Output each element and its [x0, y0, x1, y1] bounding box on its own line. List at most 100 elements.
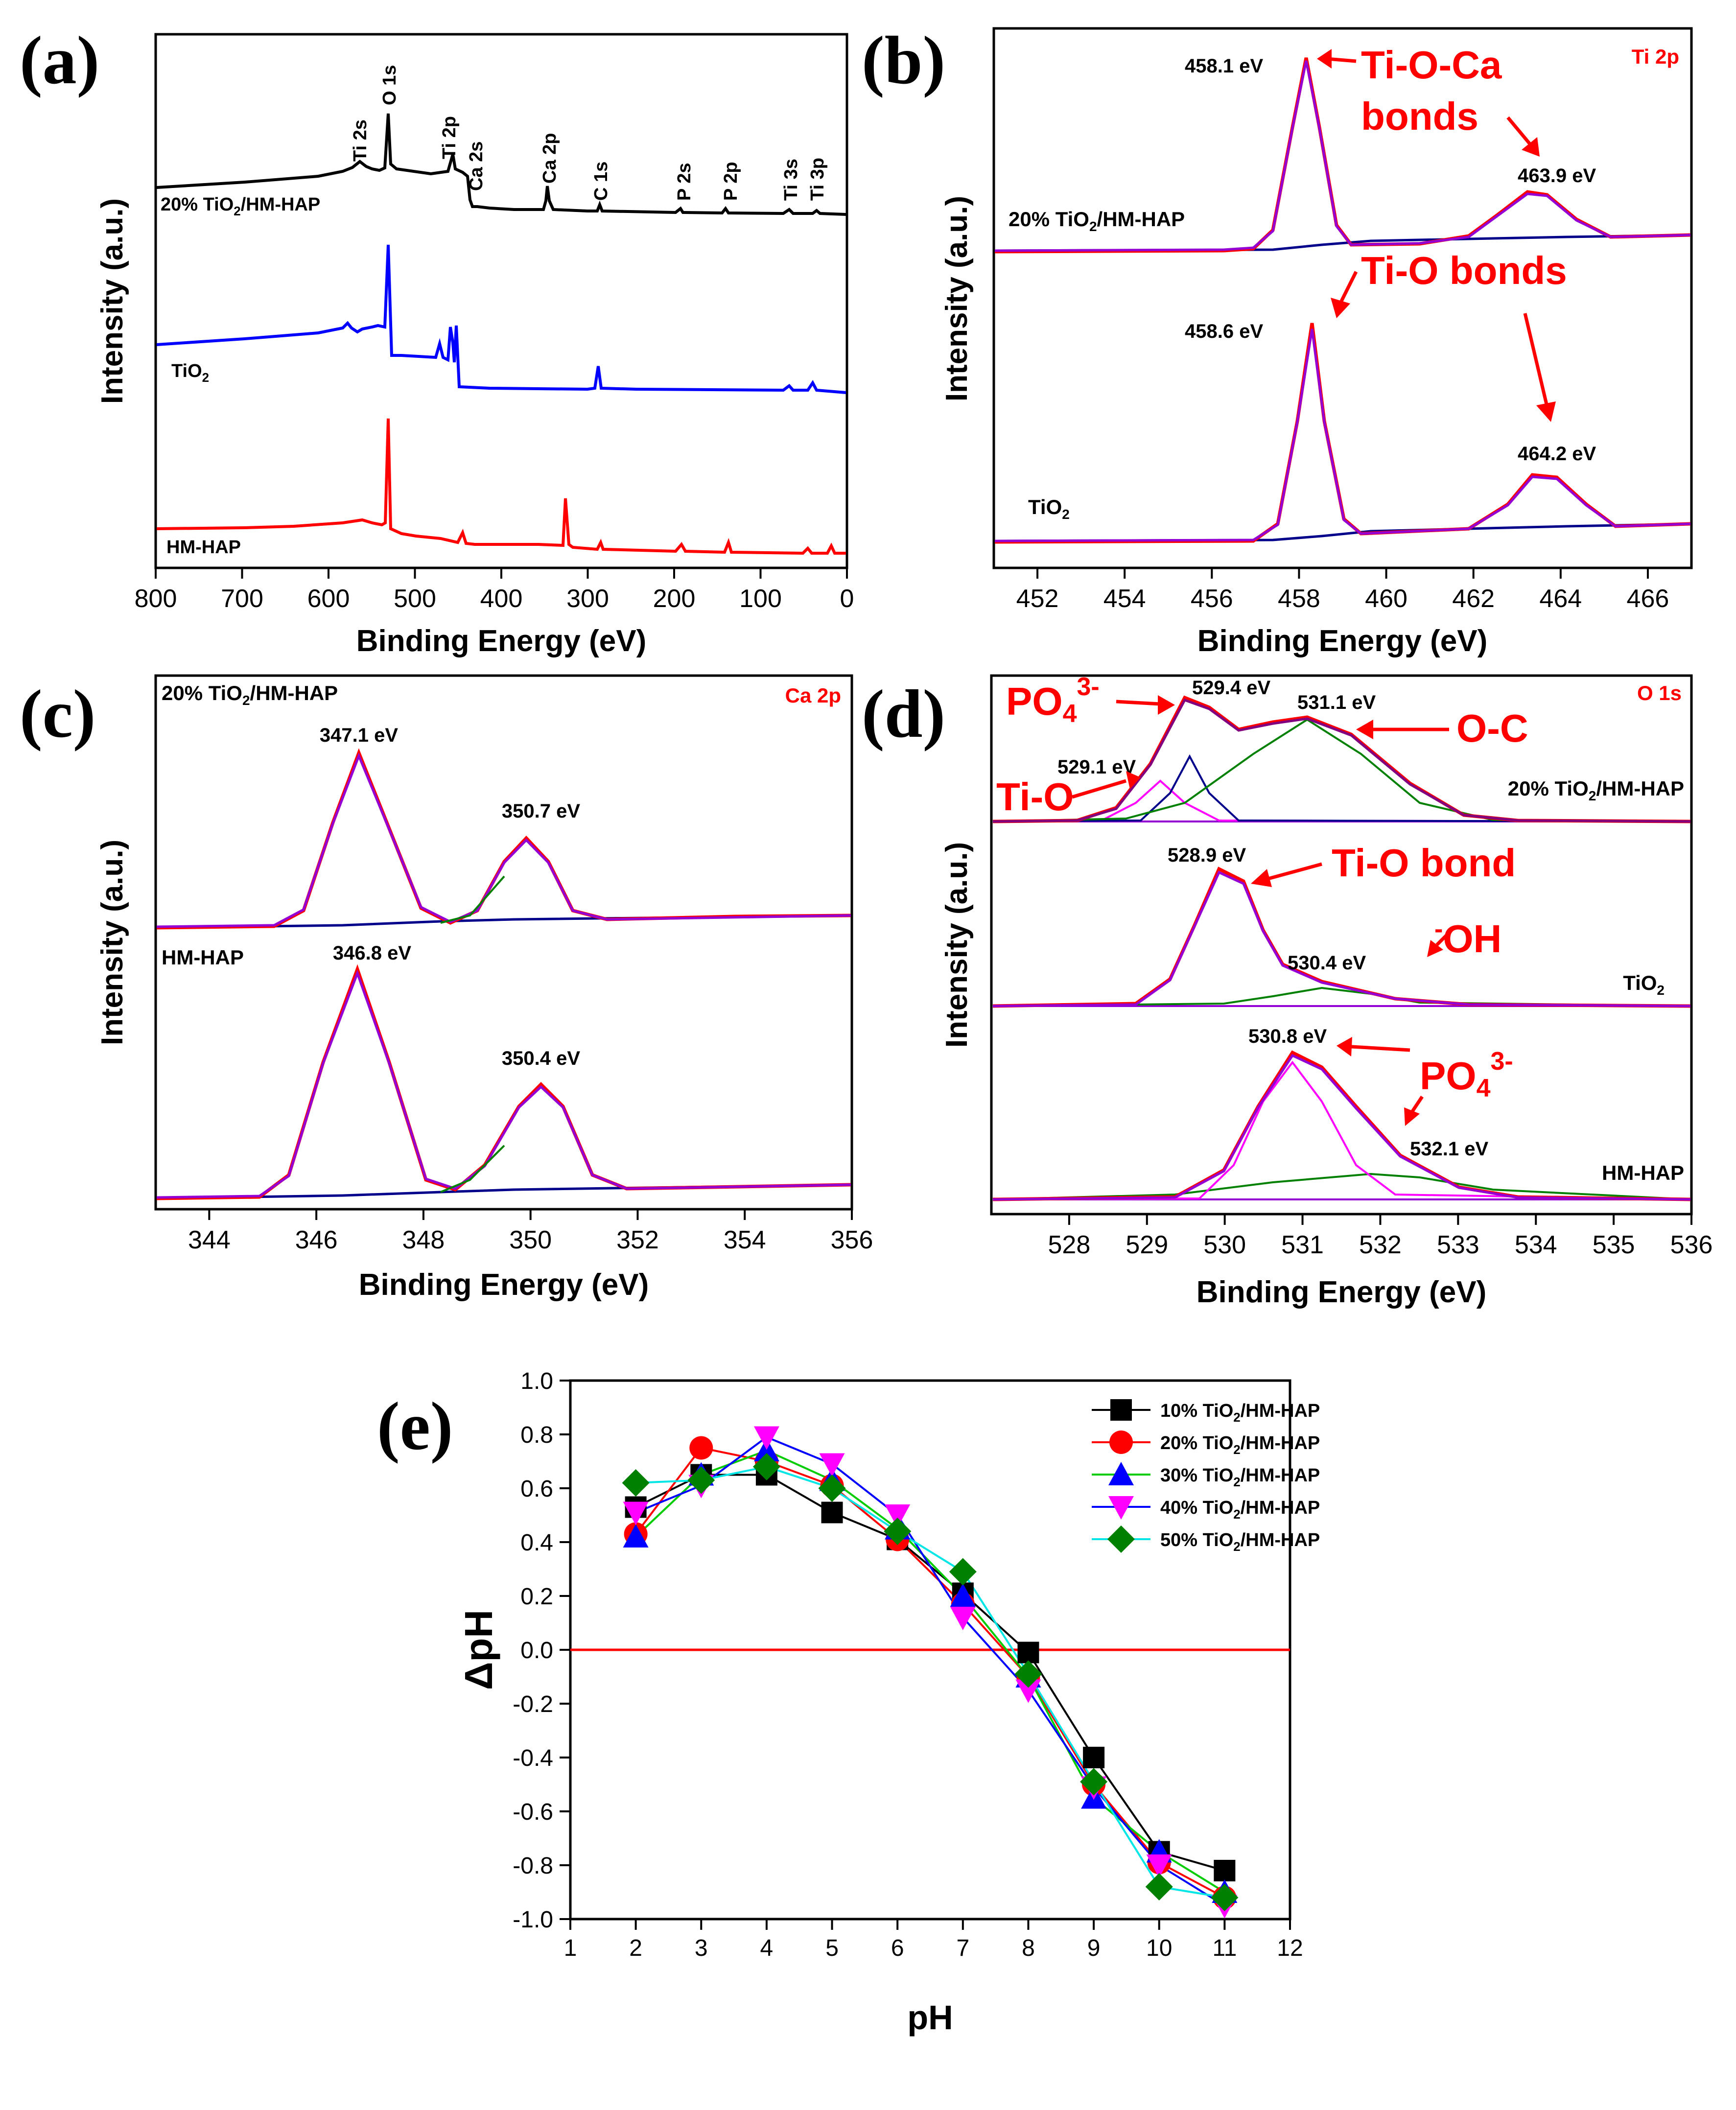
peak-label-347-1: 347.1 eV — [320, 725, 398, 746]
panel-b-fit-composite — [994, 60, 1691, 252]
panel-d: (d) O 1s 528 529 530 531 532 533 534 535 536 Bin… — [862, 673, 1713, 1309]
arrow-ti-o-bond — [1267, 862, 1322, 881]
peak-label-o1s: O 1s — [379, 65, 400, 105]
peak-label-p2p: P 2p — [721, 162, 741, 201]
ytick-label: 0.8 — [520, 1422, 553, 1448]
series-line-2 — [635, 1447, 1225, 1899]
peak-label-ca2p: Ca 2p — [540, 133, 560, 184]
panel-c-tag: Ca 2p — [785, 684, 841, 707]
panel-a-label-tio2: TiO2 — [171, 361, 209, 385]
xtick-label: 11 — [1212, 1935, 1237, 1961]
legend-label: 20% TiO2/HM-HAP — [1160, 1433, 1320, 1457]
data-point — [1145, 1873, 1173, 1900]
panel-e-xlabel: pH — [907, 1998, 953, 2037]
panel-b-tag: Ti 2p — [1632, 45, 1679, 68]
panel-d-envelope-hmhap — [992, 1054, 1691, 1201]
panel-c-label-composite: 20% TiO2/HM-HAP — [162, 681, 338, 708]
panel-c-label-hmhap: HM-HAP — [162, 946, 244, 969]
panel-d-label-hmhap: HM-HAP — [1602, 1161, 1684, 1184]
arrow-to-464-2 — [1523, 313, 1549, 407]
panel-d-frame — [990, 674, 1693, 1216]
panel-b-baseline-tio2 — [994, 522, 1691, 542]
data-point — [884, 1518, 912, 1545]
peak-label-530-8: 530.8 eV — [1248, 1026, 1327, 1047]
data-point — [1017, 1641, 1039, 1664]
panel-e: (e) 1 2 3 4 5 6 7 8 9 10 11 12 -1.0-0.8-0.6-0.4-0.2… — [377, 1368, 1320, 2037]
panel-b-ylabel: Intensity (a.u.) — [940, 196, 974, 401]
arrow-oh — [1435, 931, 1451, 946]
data-point — [1211, 1884, 1239, 1911]
legend-label: 40% TiO2/HM-HAP — [1160, 1498, 1320, 1522]
panel-b-xlabel: Binding Energy (eV) — [1197, 624, 1487, 658]
panel-a-curve-hmhap — [156, 418, 846, 555]
panel-d-arrows — [1071, 695, 1451, 1126]
data-point — [1080, 1768, 1108, 1796]
peak-label-ti2p: Ti 2p — [439, 116, 460, 159]
peak-label-ti3s: Ti 3s — [781, 159, 801, 201]
panel-a-xlabel: Binding Energy (eV) — [356, 624, 646, 658]
panel-d-subpeak-oh — [992, 986, 1691, 1007]
peak-label-530-4: 530.4 eV — [1288, 952, 1366, 974]
xtick-label: 466 — [1627, 585, 1669, 613]
panel-d-subpeak-po4 — [992, 754, 1691, 822]
xtick-label: 533 — [1437, 1231, 1479, 1259]
annotation-ti-o-bonds: Ti-O bonds — [1361, 249, 1567, 292]
ytick-label: 0.6 — [520, 1476, 553, 1502]
data-point — [818, 1475, 846, 1502]
annotation-po4-bottom: PO43- — [1420, 1047, 1513, 1102]
xtick-label: 700 — [221, 585, 263, 613]
peak-label-529-4: 529.4 eV — [1192, 677, 1270, 699]
xtick-label: 300 — [566, 585, 609, 613]
data-point — [819, 1453, 845, 1477]
ytick-label: -0.6 — [513, 1799, 553, 1825]
panel-c-subpeak-hmhap — [440, 1145, 505, 1193]
panel-d-envelope-tio2-red — [992, 867, 1691, 1008]
xtick-label: 528 — [1048, 1231, 1091, 1259]
peak-label-346-8: 346.8 eV — [333, 942, 411, 964]
peak-label-c1s: C 1s — [591, 162, 611, 201]
xtick-label: 460 — [1365, 585, 1408, 613]
panel-a-curve-composite — [156, 113, 846, 216]
series-line-5 — [635, 1465, 1225, 1899]
xtick-label: 9 — [1087, 1935, 1101, 1961]
panel-a-frame — [154, 33, 848, 569]
xtick-label: 354 — [724, 1226, 766, 1254]
panel-c-fit-composite — [156, 752, 851, 928]
xtick-label: 3 — [695, 1935, 708, 1961]
panel-a: (a) 800 700 600 500 400 300 200 100 0 Binding En… — [20, 23, 854, 658]
xtick-label: 462 — [1452, 585, 1495, 613]
xtick-label: 454 — [1103, 585, 1146, 613]
panel-e-yticks: -1.0 -0.8 -0.6 -0.4 -0.2 0.0 0.2 0.4 0.6 0.8 1.0 — [513, 1368, 570, 1933]
xtick-label: 4 — [760, 1935, 774, 1961]
data-point — [1214, 1860, 1236, 1881]
xtick-label: 800 — [135, 585, 177, 613]
legend-label: 30% TiO2/HM-HAP — [1160, 1465, 1320, 1489]
peak-label-350-7: 350.7 eV — [502, 800, 580, 822]
data-point — [689, 1436, 713, 1460]
data-point — [885, 1504, 911, 1528]
panel-d-label-tio2: TiO2 — [1623, 971, 1665, 998]
xtick-label: 344 — [188, 1226, 231, 1254]
legend-marker — [1108, 1462, 1134, 1485]
peak-label-350-4: 350.4 eV — [502, 1048, 580, 1069]
data-point — [623, 1501, 649, 1525]
ytick-label: 0.0 — [520, 1638, 553, 1664]
xtick-label: 529 — [1126, 1231, 1168, 1259]
annotation-ti-o-bond: Ti-O bond — [1332, 841, 1516, 885]
peak-label-ti2s: Ti 2s — [350, 119, 371, 162]
xtick-label: 12 — [1277, 1935, 1303, 1961]
xtick-label: 535 — [1593, 1231, 1635, 1259]
peak-label-529-1: 529.1 eV — [1057, 756, 1136, 778]
annotation-bonds: bonds — [1361, 94, 1478, 138]
xtick-label: 10 — [1146, 1935, 1172, 1961]
arrow-po4-bottom-down — [1411, 1096, 1424, 1112]
xtick-label: 536 — [1670, 1231, 1713, 1259]
xtick-label: 452 — [1016, 585, 1059, 613]
panel-a-label-hmhap: HM-HAP — [166, 537, 241, 558]
panel-a-curve-tio2 — [156, 244, 846, 394]
data-point — [1083, 1747, 1105, 1768]
panel-a-ylabel: Intensity (a.u.) — [95, 198, 129, 404]
xtick-label: 100 — [739, 585, 782, 613]
legend-marker — [1108, 1496, 1134, 1520]
